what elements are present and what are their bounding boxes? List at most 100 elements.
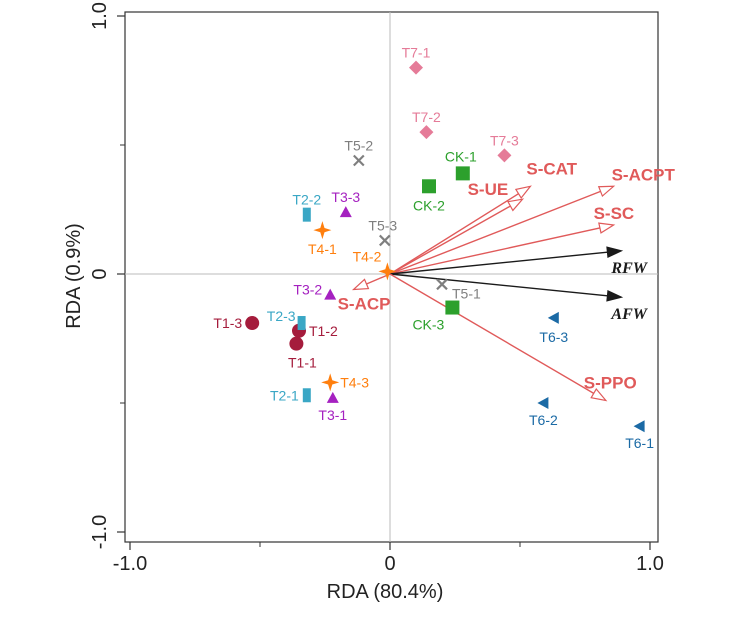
sample-point-label: T7-2 bbox=[412, 109, 441, 125]
sample-point-label: T7-1 bbox=[402, 45, 431, 61]
sample-point-label: T6-2 bbox=[529, 412, 558, 428]
vector-label: S-PPO bbox=[584, 373, 637, 392]
triangle-left-marker bbox=[547, 311, 559, 324]
x-axis-ticks: -1.0 0 1.0 bbox=[113, 542, 664, 575]
sample-point: T7-2 bbox=[412, 109, 441, 140]
vector-arrowhead bbox=[606, 246, 624, 259]
vector-label: S-ACPT bbox=[612, 165, 676, 184]
square-marker bbox=[422, 179, 436, 194]
x-tick-label: 1.0 bbox=[636, 553, 664, 575]
rect-marker bbox=[297, 316, 306, 331]
x-axis-title: RDA (80.4%) bbox=[327, 581, 444, 603]
x-marker-stroke bbox=[436, 278, 448, 291]
sample-point: T1-1 bbox=[288, 336, 317, 371]
sample-point-label: T3-1 bbox=[318, 407, 347, 423]
triangle-marker bbox=[326, 391, 339, 403]
sample-point: CK-3 bbox=[412, 300, 460, 333]
vector-arrowhead bbox=[597, 185, 616, 198]
sample-point: T5-2 bbox=[344, 137, 373, 167]
vector-arrowhead bbox=[590, 387, 608, 402]
square-marker bbox=[455, 166, 470, 181]
sample-point: T3-1 bbox=[318, 391, 347, 423]
sample-point-label: T5-2 bbox=[344, 137, 373, 153]
sample-point: T7-3 bbox=[490, 132, 519, 163]
star-marker bbox=[378, 262, 397, 281]
sample-point: T4-1 bbox=[308, 221, 337, 257]
sample-point-label: T3-2 bbox=[293, 282, 322, 298]
sample-point-label: T1-3 bbox=[213, 315, 242, 331]
sample-point: CK-2 bbox=[413, 179, 445, 213]
plot-frame bbox=[124, 11, 659, 543]
vector-label: S-UE bbox=[468, 180, 509, 199]
sample-point: T7-1 bbox=[402, 45, 431, 75]
vector-label: S-SC bbox=[594, 204, 635, 223]
vector-arrowhead bbox=[606, 289, 624, 302]
vectors-layer: S-CAT S-ACPT S-UE S-SC RFW AFW S-ACP S-PPO bbox=[338, 159, 676, 402]
sample-point-label: T4-3 bbox=[340, 374, 369, 390]
sample-point-label: T7-3 bbox=[490, 132, 519, 148]
sample-point: T2-3 bbox=[267, 308, 306, 331]
vector-label: AFW bbox=[610, 306, 648, 323]
vector-arrowhead bbox=[514, 185, 532, 199]
square-marker bbox=[445, 300, 460, 315]
vector-line bbox=[389, 273, 595, 394]
triangle-left-marker bbox=[633, 420, 645, 433]
vector-label: S-ACP bbox=[338, 294, 391, 313]
diamond-marker bbox=[497, 148, 512, 163]
diamond-marker bbox=[419, 125, 434, 140]
sample-point: T2-2 bbox=[292, 192, 321, 222]
x-tick-label: 0 bbox=[384, 553, 395, 575]
sample-point: T5-3 bbox=[368, 217, 397, 247]
sample-point-label: T4-2 bbox=[353, 248, 382, 264]
vector-arrowhead bbox=[598, 222, 616, 234]
star-marker bbox=[313, 221, 332, 240]
sample-point: CK-1 bbox=[445, 148, 477, 181]
sample-point: T4-3 bbox=[321, 373, 369, 392]
vector-line bbox=[389, 251, 608, 275]
x-marker-stroke bbox=[379, 234, 391, 247]
y-axis-title: RDA (0.9%) bbox=[63, 223, 85, 329]
y-tick-label: 0 bbox=[89, 268, 111, 279]
sample-point: T3-2 bbox=[293, 282, 337, 300]
sample-point: T4-2 bbox=[353, 248, 397, 281]
y-axis-ticks: -1.0 0 1.0 bbox=[89, 2, 125, 549]
sample-point-label: T2-1 bbox=[270, 387, 299, 403]
sample-point-label: T1-1 bbox=[288, 355, 317, 371]
vector-arrowhead bbox=[351, 278, 370, 291]
sample-point-label: CK-3 bbox=[412, 317, 444, 333]
sample-point-label: T6-3 bbox=[539, 329, 568, 345]
triangle-marker bbox=[324, 288, 337, 300]
x-tick-label: -1.0 bbox=[113, 553, 147, 575]
sample-point-label: CK-2 bbox=[413, 197, 445, 213]
rect-marker bbox=[302, 388, 311, 403]
vector-label: S-CAT bbox=[526, 159, 577, 178]
vector-arrowhead bbox=[507, 198, 525, 212]
x-marker-stroke bbox=[353, 154, 365, 167]
sample-point: T6-3 bbox=[539, 311, 568, 345]
vector-line bbox=[389, 273, 608, 297]
triangle-marker bbox=[339, 206, 352, 218]
triangle-left-marker bbox=[537, 397, 549, 409]
sample-point: T2-1 bbox=[270, 387, 311, 403]
sample-point: T6-1 bbox=[625, 420, 654, 451]
sample-point: T1-3 bbox=[213, 315, 260, 331]
circle-marker bbox=[289, 336, 304, 351]
sample-point-label: CK-1 bbox=[445, 148, 477, 164]
vector-line bbox=[389, 227, 601, 275]
sample-point: T3-3 bbox=[331, 189, 360, 218]
sample-point-label: T1-2 bbox=[309, 323, 338, 339]
vector-line bbox=[389, 190, 601, 275]
rect-marker bbox=[302, 207, 311, 222]
sample-point-label: T2-2 bbox=[292, 192, 321, 208]
sample-point-label: T5-1 bbox=[452, 285, 481, 301]
star-marker bbox=[321, 373, 340, 392]
sample-point-label: T6-1 bbox=[625, 435, 654, 451]
diamond-marker bbox=[409, 60, 423, 75]
sample-point-label: T3-3 bbox=[331, 189, 360, 205]
vector-line bbox=[389, 193, 519, 275]
y-tick-label: 1.0 bbox=[89, 2, 111, 30]
vector-label: RFW bbox=[610, 260, 648, 277]
sample-point: T6-2 bbox=[529, 397, 558, 428]
sample-point-label: T4-1 bbox=[308, 241, 337, 257]
